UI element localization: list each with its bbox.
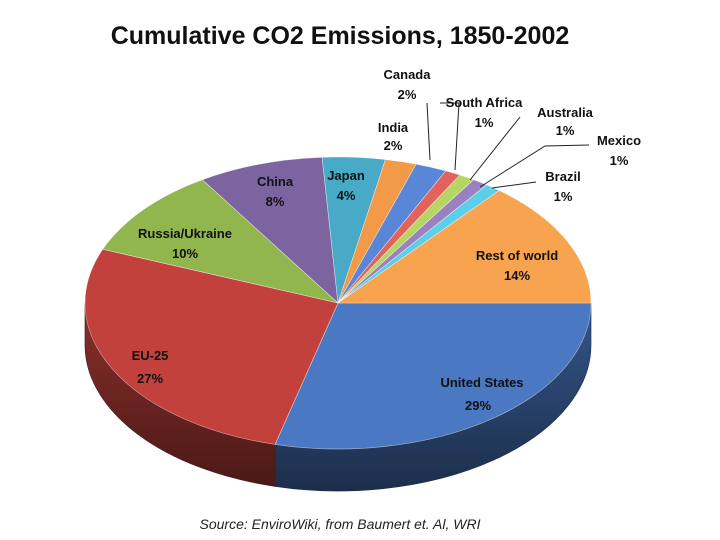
leader-line-canada	[426, 102, 431, 161]
slice-pct-mexico: 1%	[610, 153, 629, 168]
leader-line-brazil	[491, 181, 537, 189]
slice-name-united-states: United States	[440, 375, 523, 390]
slice-name-australia: Australia	[537, 105, 593, 120]
slice-pct-rest-of-world: 14%	[504, 268, 530, 283]
slice-pct-united-states: 29%	[465, 398, 491, 413]
slice-pct-japan: 4%	[337, 188, 356, 203]
leader-line-mexico	[479, 144, 590, 188]
pie-slice-russia-ukraine	[102, 179, 340, 304]
pie-slice-rest-of-world	[337, 190, 592, 304]
leader-line-australia	[469, 116, 521, 181]
leader-line-south-africa	[440, 102, 460, 171]
slice-pct-australia: 1%	[556, 123, 575, 138]
slice-name-brazil: Brazil	[545, 169, 580, 184]
slice-pct-india: 2%	[384, 138, 403, 153]
slice-name-russia-ukraine: Russia/Ukraine	[138, 226, 232, 241]
slice-name-china: China	[257, 174, 294, 189]
slice-name-eu-25: EU-25	[132, 348, 169, 363]
slice-pct-russia-ukraine: 10%	[172, 246, 198, 261]
slice-pct-canada: 2%	[398, 87, 417, 102]
slice-pct-china: 8%	[266, 194, 285, 209]
pie-slice-united-states	[274, 302, 592, 450]
slice-name-japan: Japan	[327, 168, 365, 183]
pie-slice-eu-25	[84, 248, 339, 445]
chart-title: Cumulative CO2 Emissions, 1850-2002	[110, 22, 570, 50]
pie-slice-china	[201, 156, 339, 304]
slice-pct-eu-25: 27%	[137, 371, 163, 386]
source-note: Source: EnviroWiki, from Baumert et. Al,…	[199, 516, 481, 532]
slice-name-canada: Canada	[384, 67, 432, 82]
slice-pct-brazil: 1%	[554, 189, 573, 204]
slice-name-mexico: Mexico	[597, 133, 641, 148]
slice-pct-south-africa: 1%	[475, 115, 494, 130]
slice-name-south-africa: South Africa	[446, 95, 524, 110]
slice-name-rest-of-world: Rest of world	[476, 248, 558, 263]
slice-name-india: India	[378, 120, 409, 135]
